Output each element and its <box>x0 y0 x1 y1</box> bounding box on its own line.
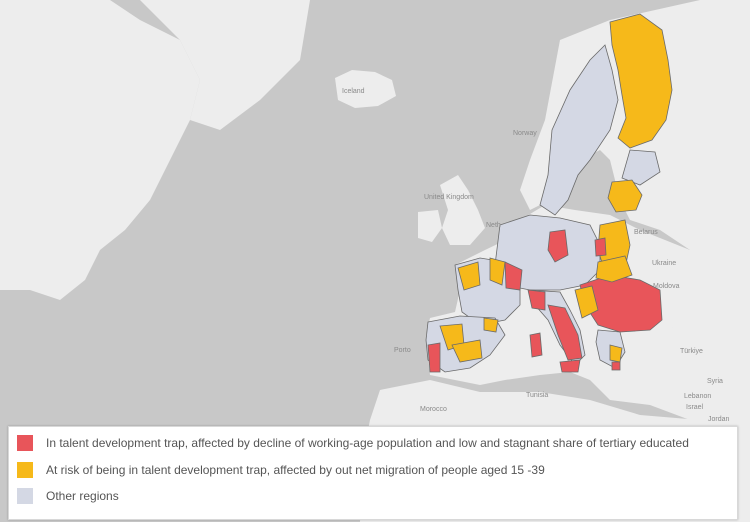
region-spain-northeast[interactable] <box>483 317 499 333</box>
label-lebanon: Lebanon <box>684 393 712 400</box>
label-tunisia: Tunisia <box>526 392 549 399</box>
label-norway: Norway <box>513 130 537 137</box>
landmass-turkey <box>660 318 750 380</box>
legend-item-talent-trap: In talent development trap, affected by … <box>17 432 689 454</box>
label-moldova: Moldova <box>653 283 680 290</box>
region-italy-south[interactable] <box>547 304 583 361</box>
legend-item-other: Other regions <box>17 485 119 507</box>
legend-label: At risk of being in talent development t… <box>46 463 545 477</box>
label-belarus: Belarus <box>634 229 658 236</box>
region-spain-center[interactable] <box>451 339 483 363</box>
legend-swatch-gray <box>17 488 33 504</box>
region-germany-east[interactable] <box>547 229 569 263</box>
label-syria: Syria <box>707 378 723 385</box>
region-sardinia[interactable] <box>529 332 543 358</box>
region-finland-south[interactable] <box>621 149 661 186</box>
region-france-east[interactable] <box>504 261 523 291</box>
region-greece-central[interactable] <box>609 344 623 363</box>
label-ukraine: Ukraine <box>652 260 677 267</box>
label-iceland: Iceland <box>342 88 365 95</box>
legend-swatch-yellow <box>17 462 33 478</box>
landmass-greenland <box>140 0 310 130</box>
legend-item-at-risk: At risk of being in talent development t… <box>17 459 545 481</box>
landmass-uk <box>440 175 485 245</box>
legend-label: Other regions <box>46 489 119 503</box>
region-finland-north[interactable] <box>609 13 673 149</box>
label-neth: Neth <box>486 222 501 229</box>
region-baltic[interactable] <box>607 179 643 213</box>
region-greece-south[interactable] <box>611 361 621 371</box>
label-porto: Porto <box>394 347 411 354</box>
region-scandinavia[interactable] <box>539 44 619 216</box>
region-croatia[interactable] <box>574 285 599 319</box>
region-sicily[interactable] <box>559 359 581 373</box>
landmass-west <box>0 0 200 300</box>
legend-swatch-red <box>17 435 33 451</box>
label-united-kingdom: United Kingdom <box>424 194 474 201</box>
label-israel: Israel <box>686 404 704 411</box>
legend-label: In talent development trap, affected by … <box>46 436 689 450</box>
region-romania-north[interactable] <box>595 255 633 283</box>
landmass-iceland <box>335 70 396 108</box>
map-legend: In talent development trap, affected by … <box>8 426 738 520</box>
region-france-west[interactable] <box>457 261 481 291</box>
label-jordan: Jordan <box>708 416 730 423</box>
region-france-north[interactable] <box>489 257 506 286</box>
region-italy-north[interactable] <box>527 289 546 311</box>
region-poland-spot[interactable] <box>594 237 607 257</box>
label-turkiye: Türkiye <box>680 348 703 355</box>
landmass-ireland <box>418 210 442 242</box>
label-morocco: Morocco <box>420 406 447 413</box>
region-portugal[interactable] <box>427 342 441 373</box>
